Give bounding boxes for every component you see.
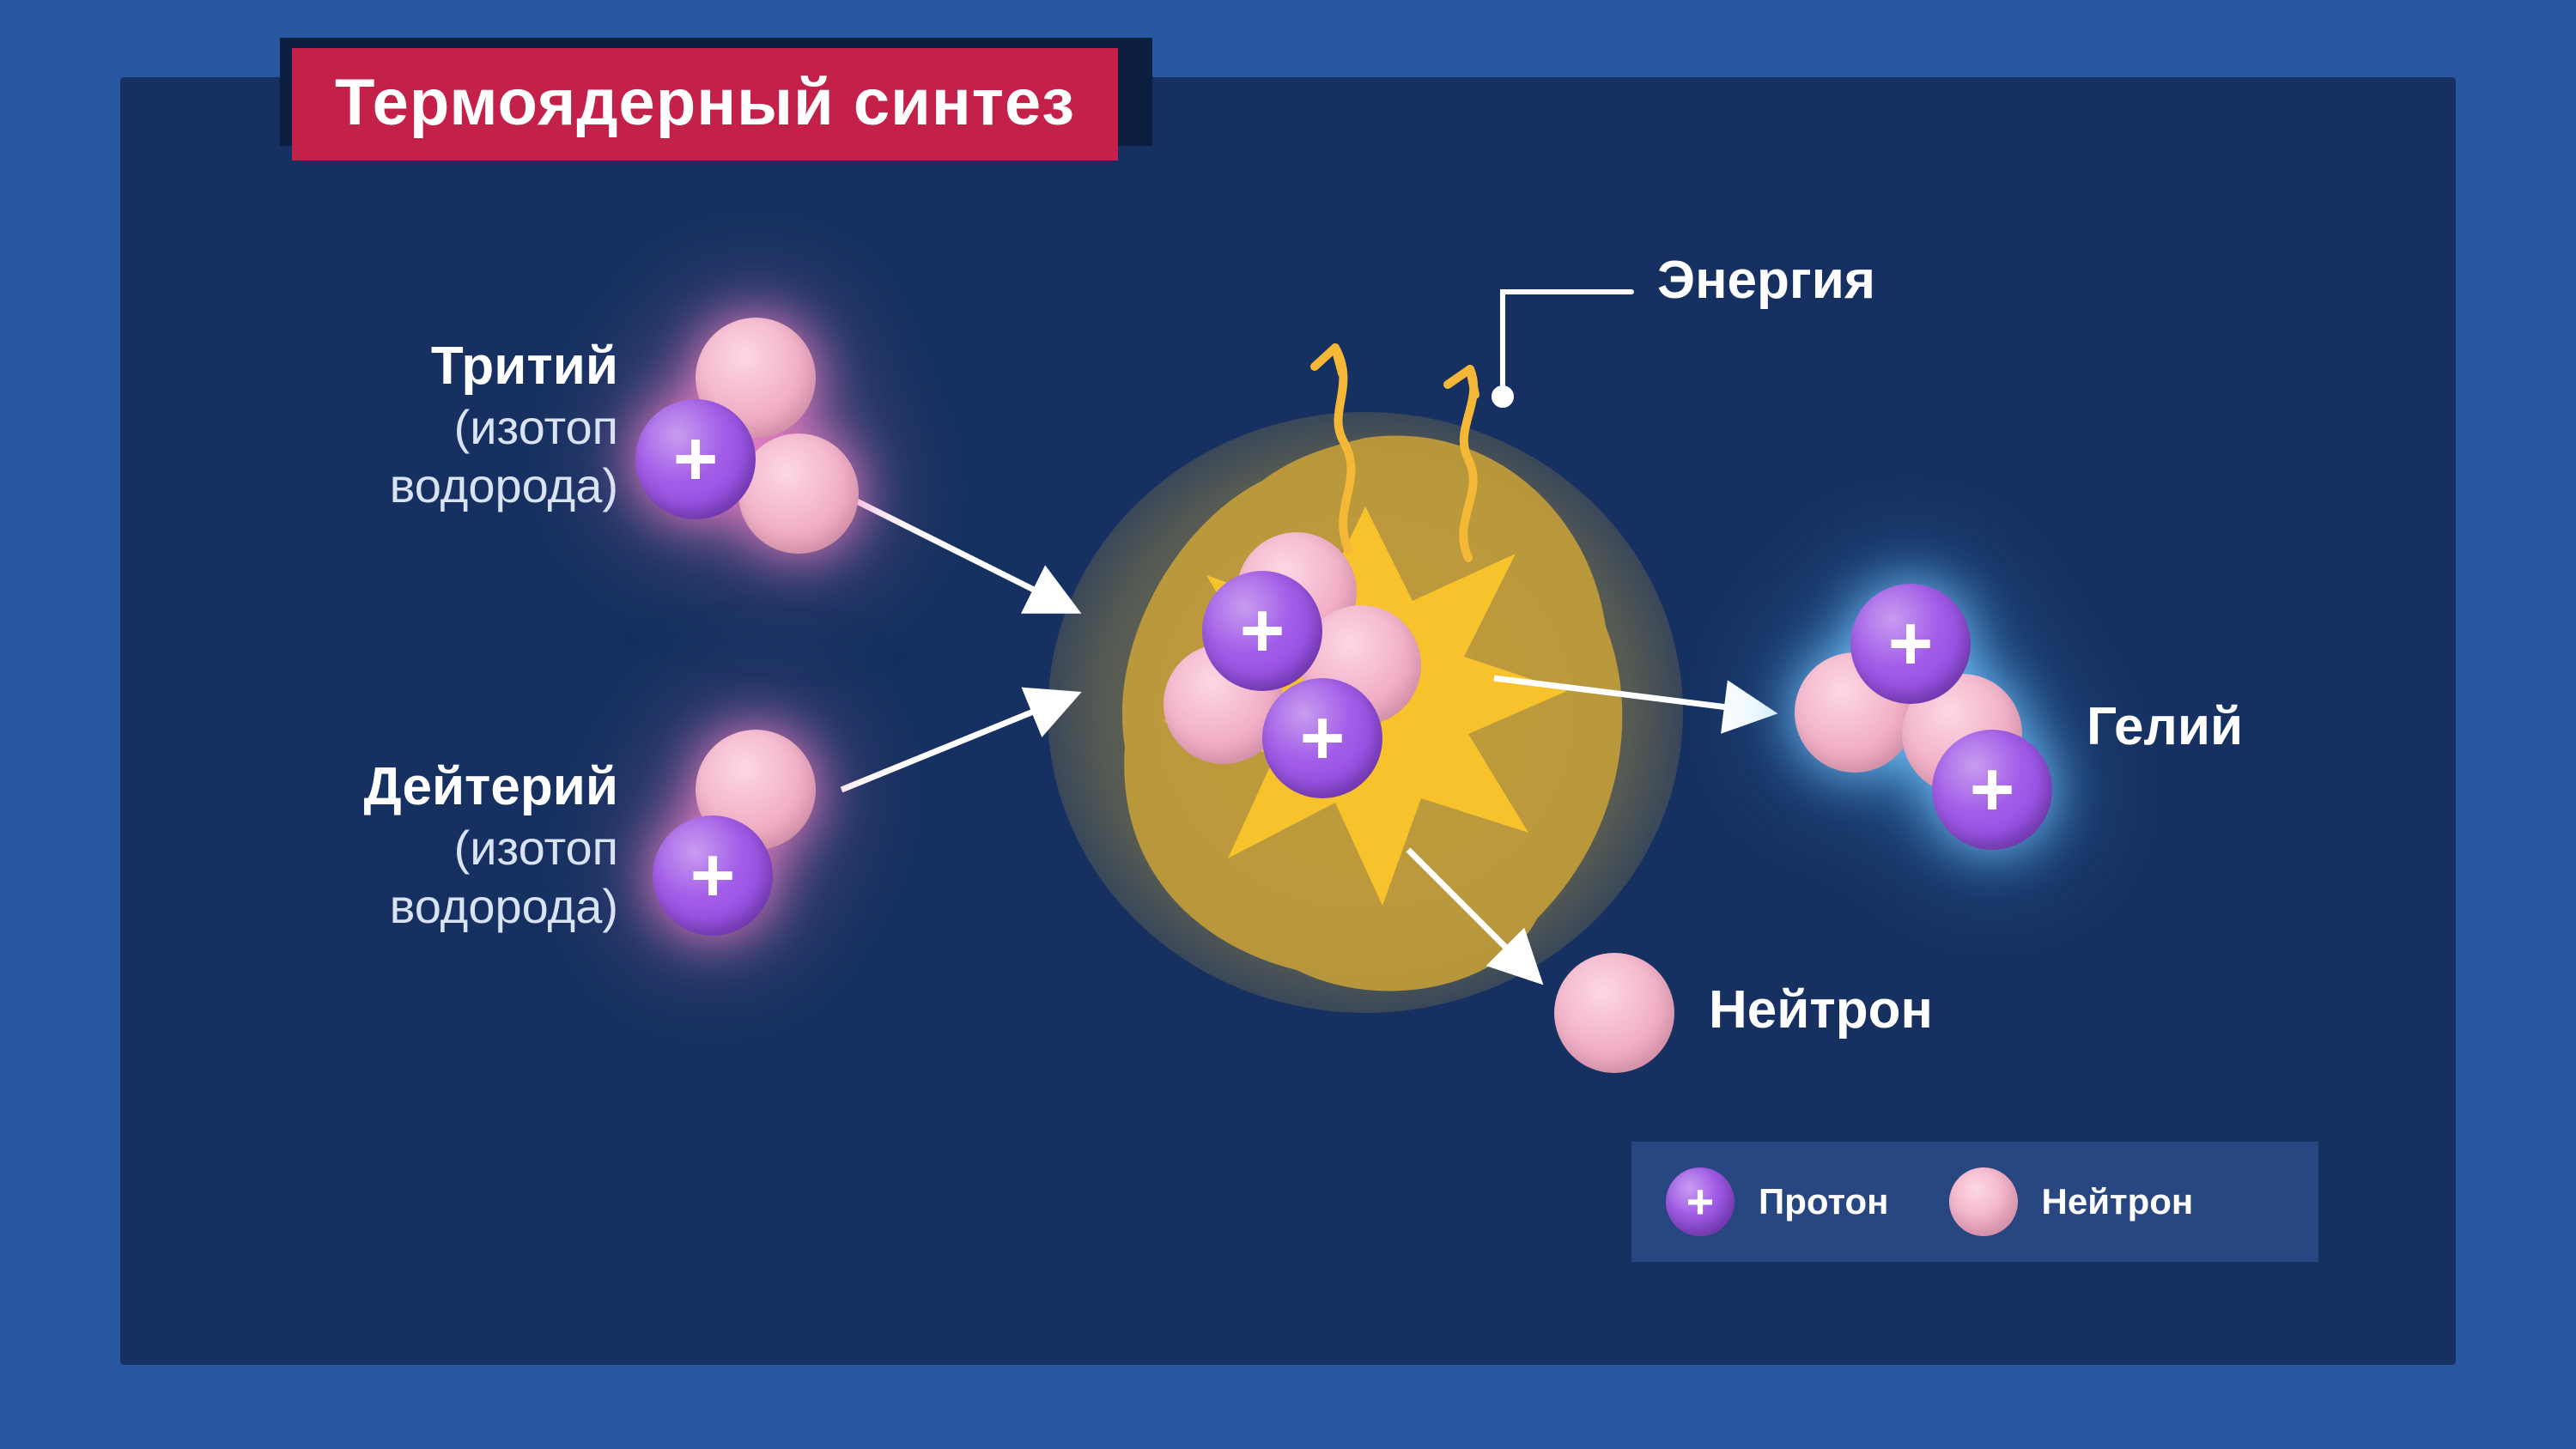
- deuterium-cluster: +: [653, 730, 841, 944]
- neutron-out-label: Нейтрон: [1709, 979, 1933, 1042]
- neutron-particle: [738, 433, 859, 554]
- energy-label-text: Энергия: [1657, 249, 1875, 312]
- helium-label: Гелий: [2087, 695, 2243, 759]
- proton-particle: +: [653, 815, 773, 936]
- proton-particle: +: [635, 399, 756, 519]
- neutron-particle: [1554, 953, 1674, 1073]
- free-neutron: [1554, 953, 1683, 1082]
- tritium-cluster: +: [635, 318, 859, 558]
- title-badge: Термоядерный синтез: [292, 48, 1118, 161]
- legend-item-proton: + Протон: [1666, 1167, 1889, 1236]
- proton-particle: +: [1202, 571, 1322, 691]
- tritium-label-sub1: (изотоп: [258, 398, 618, 456]
- helium-label-text: Гелий: [2087, 695, 2243, 759]
- energy-label: Энергия: [1657, 249, 1875, 312]
- proton-particle: +: [1932, 730, 2052, 850]
- proton-icon: +: [1666, 1167, 1735, 1236]
- neutron-out-label-text: Нейтрон: [1709, 979, 1933, 1042]
- deuterium-label-bold: Дейтерий: [206, 755, 618, 819]
- main-panel: + + + + + + Тритий (изотоп водорода) Дей…: [120, 77, 2456, 1365]
- tritium-label-sub2: водорода): [258, 457, 618, 514]
- deuterium-label: Дейтерий (изотоп водорода): [206, 755, 618, 935]
- proton-particle: +: [1850, 584, 1971, 704]
- fusion-core-cluster: + +: [1142, 532, 1425, 815]
- helium-cluster: + +: [1795, 584, 2069, 858]
- legend-neutron-text: Нейтрон: [2042, 1181, 2194, 1222]
- neutron-icon: [1949, 1167, 2018, 1236]
- deuterium-label-sub2: водорода): [206, 877, 618, 935]
- deuterium-label-sub1: (изотоп: [206, 819, 618, 876]
- title-text: Термоядерный синтез: [335, 66, 1075, 139]
- legend-item-neutron: Нейтрон: [1949, 1167, 2194, 1236]
- legend-box: + Протон Нейтрон: [1631, 1142, 2318, 1262]
- tritium-label-bold: Тритий: [258, 335, 618, 398]
- legend-proton-text: Протон: [1759, 1181, 1889, 1222]
- tritium-label: Тритий (изотоп водорода): [258, 335, 618, 514]
- proton-particle: +: [1262, 678, 1382, 798]
